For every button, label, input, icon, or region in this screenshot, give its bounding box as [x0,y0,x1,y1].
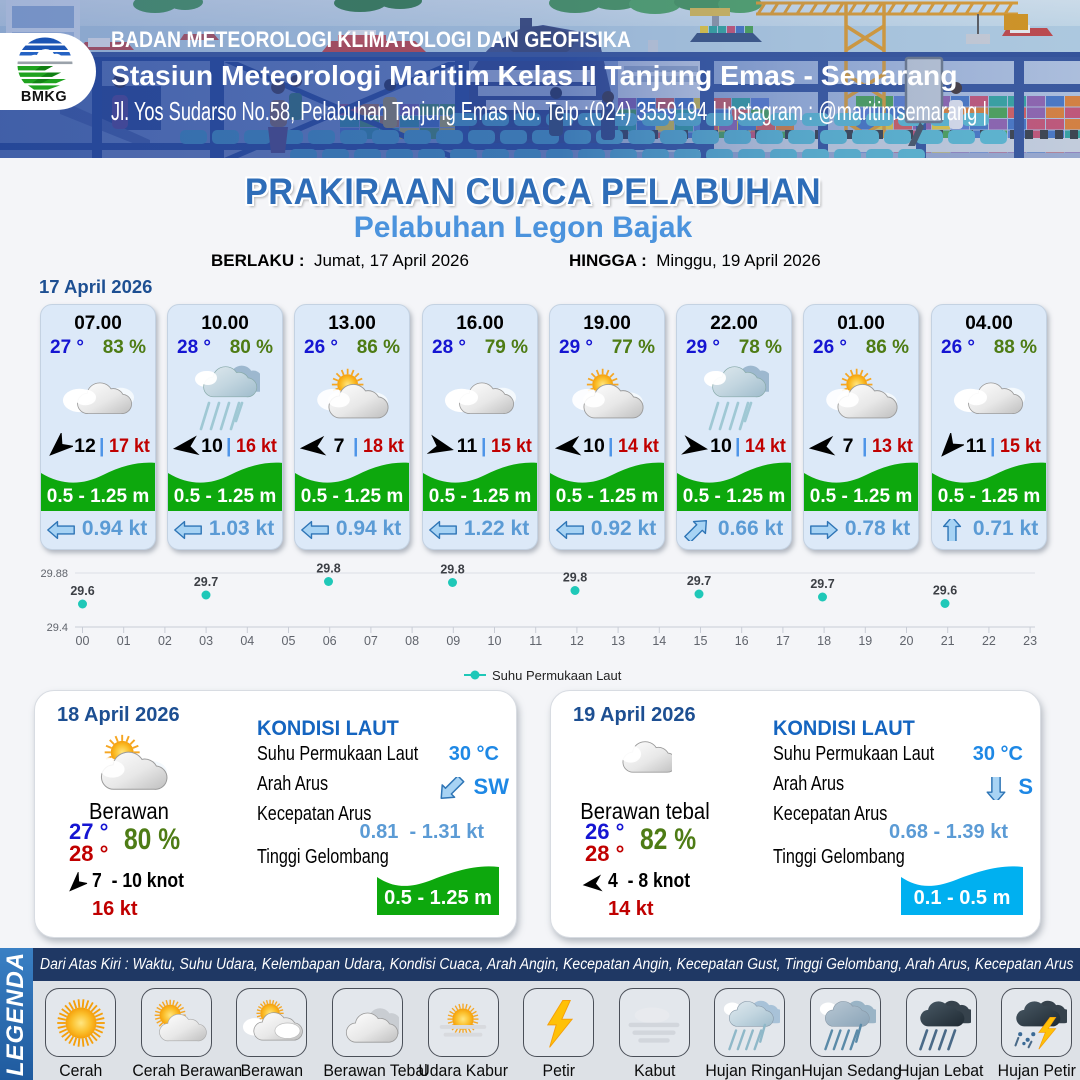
svg-text:17: 17 [776,634,790,648]
svg-text:12: 12 [570,634,584,648]
svg-text:20: 20 [900,634,914,648]
svg-text:29.4: 29.4 [47,622,68,634]
svg-text:10: 10 [488,634,502,648]
svg-text:21: 21 [941,634,955,648]
svg-text:22: 22 [982,634,996,648]
svg-text:01: 01 [117,634,131,648]
svg-text:19: 19 [858,634,872,648]
svg-text:02: 02 [158,634,172,648]
svg-text:23: 23 [1023,634,1037,648]
svg-text:Suhu Permukaan Laut: Suhu Permukaan Laut [492,668,622,683]
svg-text:29.8: 29.8 [563,571,587,585]
svg-text:08: 08 [405,634,419,648]
svg-text:29.8: 29.8 [440,563,464,577]
svg-text:29.7: 29.7 [810,577,834,591]
svg-text:29.6: 29.6 [933,584,957,598]
svg-text:11: 11 [529,634,542,648]
svg-text:13: 13 [611,634,625,648]
svg-text:05: 05 [282,634,296,648]
svg-text:29.8: 29.8 [316,562,340,576]
svg-text:16: 16 [735,634,749,648]
svg-text:29.6: 29.6 [70,584,94,598]
svg-text:18: 18 [817,634,831,648]
svg-text:06: 06 [323,634,337,648]
svg-text:00: 00 [76,634,90,648]
svg-text:29.88: 29.88 [40,568,68,580]
svg-text:29.7: 29.7 [194,575,218,589]
svg-text:15: 15 [694,634,708,648]
svg-text:03: 03 [199,634,213,648]
svg-text:29.7: 29.7 [687,574,711,588]
svg-text:07: 07 [364,634,378,648]
svg-text:04: 04 [240,634,254,648]
svg-text:09: 09 [446,634,460,648]
svg-text:14: 14 [652,634,666,648]
